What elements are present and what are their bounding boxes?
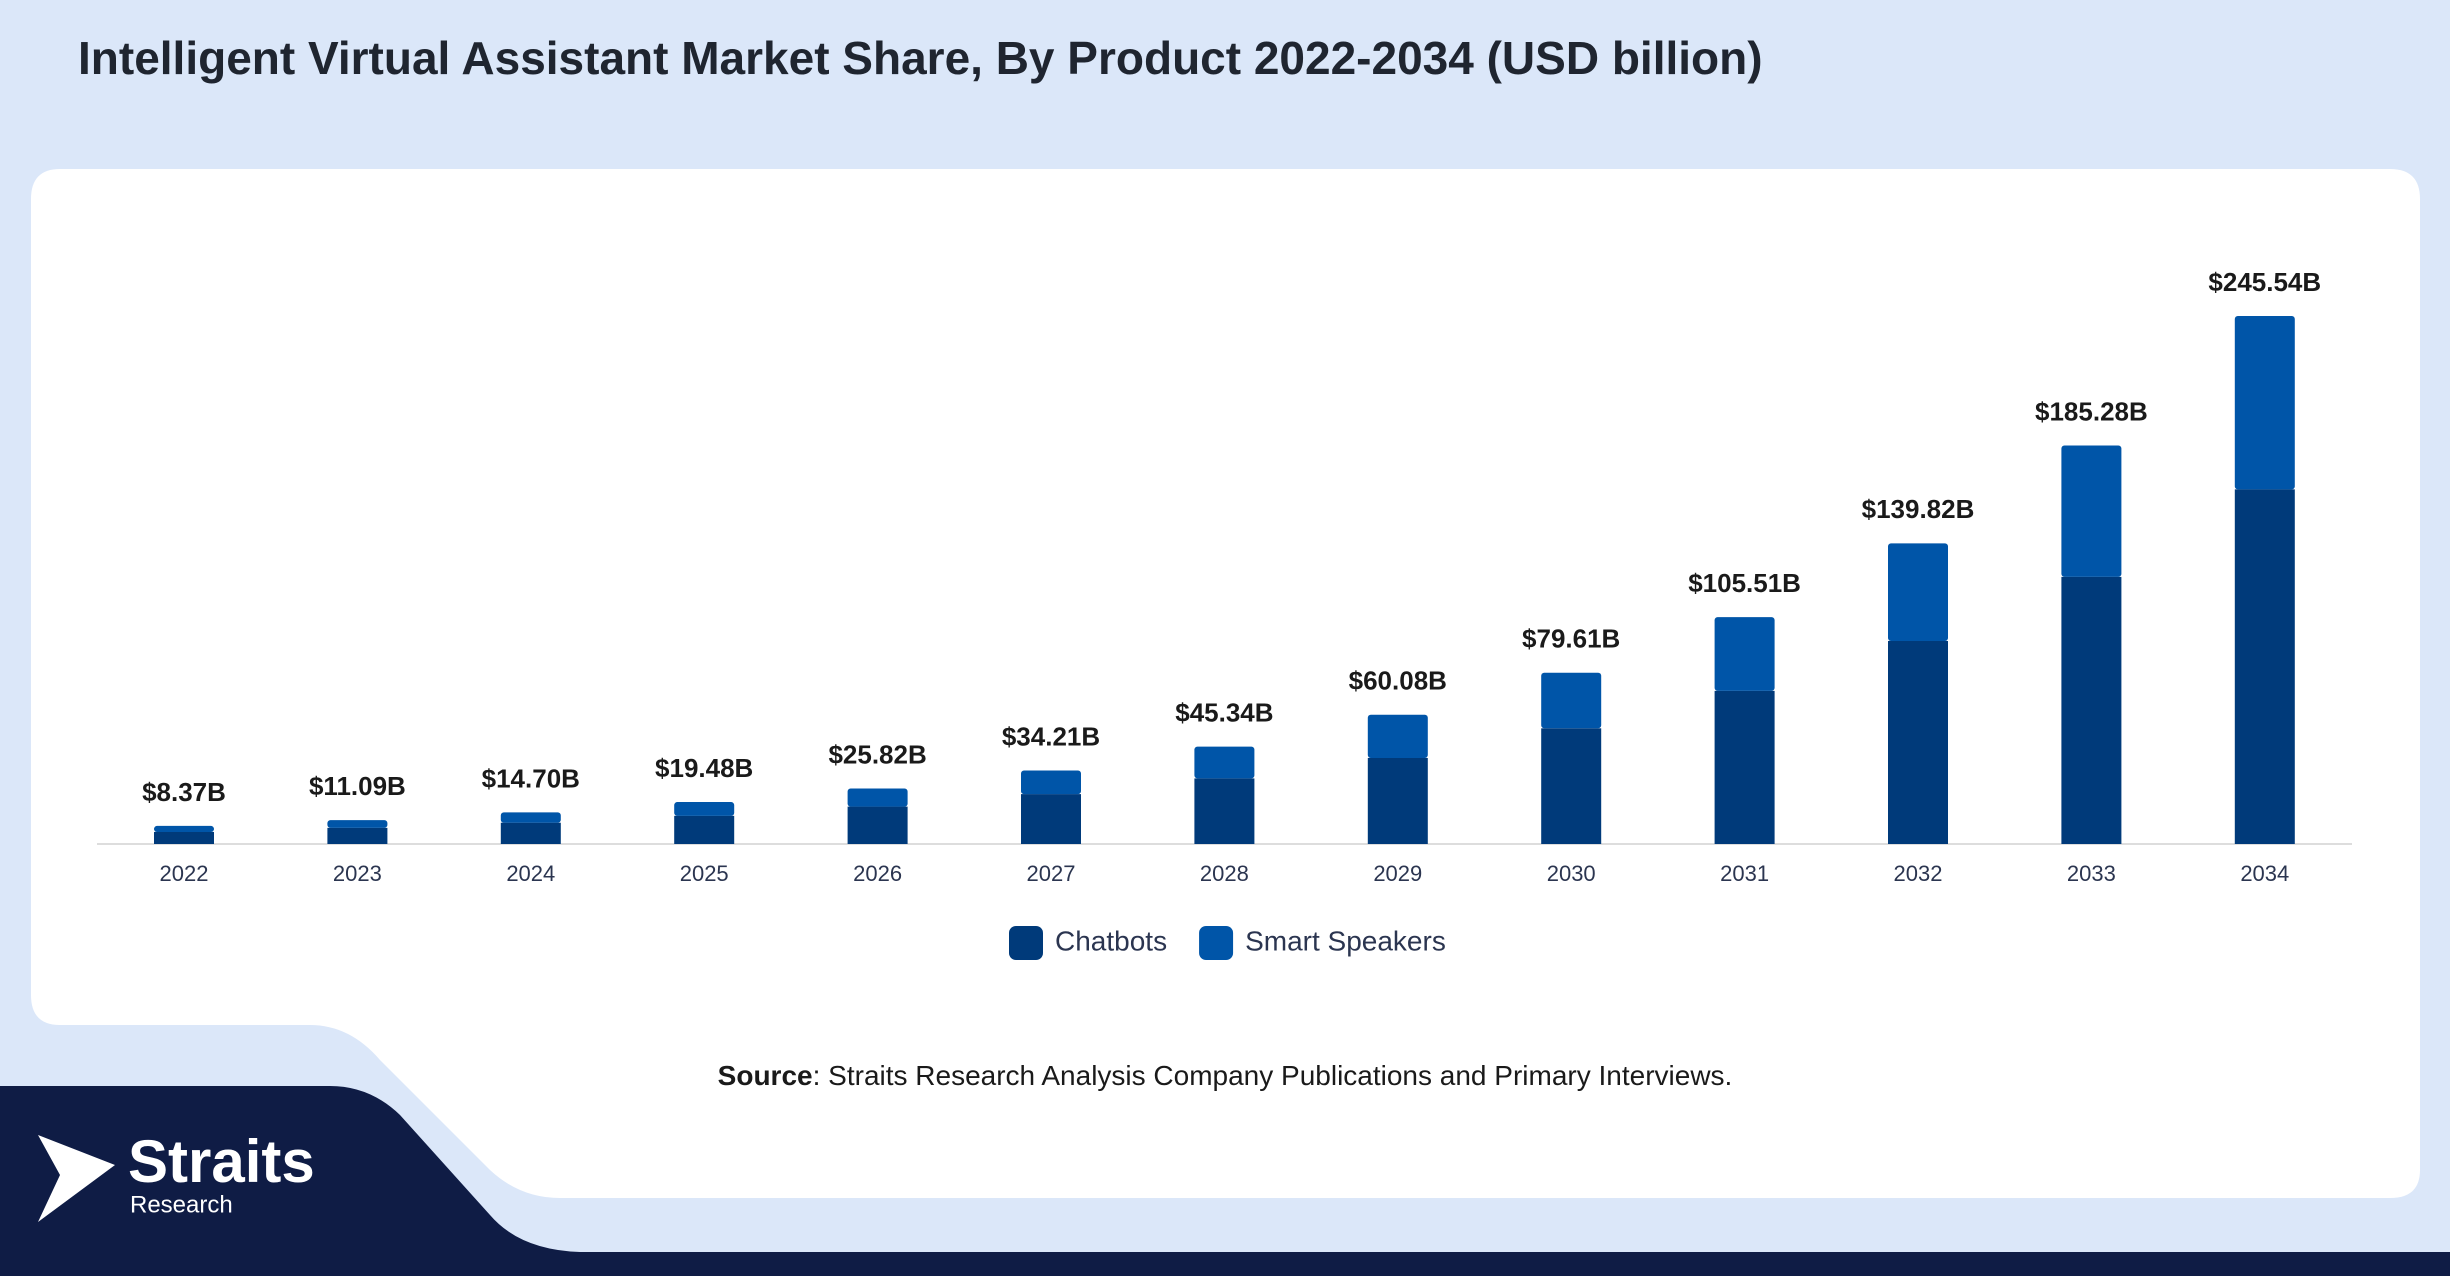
logo-mark (38, 1135, 115, 1222)
bar-segment (2234, 316, 2295, 490)
bar-segment (847, 788, 908, 807)
logo-name: Straits (128, 1128, 315, 1195)
total-label: $45.34B (1175, 697, 1273, 727)
bar-segment (2234, 489, 2295, 844)
bar-segment (1541, 728, 1602, 844)
bar-segment (1194, 746, 1255, 779)
logo-sub: Research (130, 1191, 233, 1218)
bar-segment (327, 827, 388, 844)
total-label: $79.61B (1522, 624, 1620, 654)
total-label: $14.70B (482, 763, 580, 793)
legend-swatch (1199, 926, 1234, 960)
x-tick-label: 2029 (1373, 861, 1422, 886)
legend-label: Smart Speakers (1245, 925, 1446, 956)
x-tick-label: 2031 (1720, 861, 1769, 886)
bar-segment (1714, 690, 1775, 844)
legend-label: Chatbots (1055, 925, 1167, 956)
total-label: $34.21B (1002, 721, 1100, 751)
bar-segment (500, 822, 561, 844)
total-label: $8.37B (142, 777, 226, 807)
bar-segment (1194, 778, 1255, 844)
bar-segment (2061, 445, 2122, 577)
x-tick-label: 2023 (333, 861, 382, 886)
bar-segment (1021, 794, 1081, 844)
x-tick-label: 2034 (2240, 861, 2289, 886)
bar-segment (1888, 640, 1948, 844)
x-tick-label: 2033 (2067, 861, 2116, 886)
total-label: $25.82B (828, 739, 926, 769)
total-label: $19.48B (655, 753, 753, 783)
bar-segment (1367, 714, 1428, 758)
total-label: $60.08B (1349, 666, 1447, 696)
bar-segment (674, 815, 735, 844)
x-tick-label: 2026 (853, 861, 902, 886)
bar-segment (154, 825, 214, 832)
bar-segment (2061, 576, 2122, 844)
bar-segment (500, 812, 561, 823)
total-label: $139.82B (1862, 494, 1975, 524)
bar-segment (1541, 672, 1602, 729)
source: Source: Straits Research Analysis Compan… (718, 1060, 1733, 1091)
x-tick-label: 2030 (1547, 861, 1596, 886)
source-label: Source (718, 1060, 813, 1091)
bar-segment (1714, 617, 1775, 691)
footer-band (0, 1086, 2450, 1276)
x-tick-label: 2027 (1027, 861, 1076, 886)
x-tick-label: 2022 (160, 861, 209, 886)
bar-segment (154, 831, 214, 844)
chart-title: Intelligent Virtual Assistant Market Sha… (78, 32, 1763, 84)
bar-segment (1021, 770, 1081, 795)
x-tick-label: 2032 (1894, 861, 1943, 886)
bar-segment (674, 802, 735, 816)
total-label: $245.54B (2208, 267, 2321, 297)
bar-segment (327, 820, 388, 828)
bar-segment (1367, 757, 1428, 844)
x-tick-label: 2028 (1200, 861, 1249, 886)
source-text: : Straits Research Analysis Company Publ… (813, 1060, 1733, 1091)
bar-segment (1888, 543, 1948, 641)
legend-swatch (1009, 926, 1043, 960)
bar-segment (847, 806, 908, 844)
card (31, 169, 2420, 1198)
x-tick-label: 2025 (680, 861, 729, 886)
total-label: $105.51B (1688, 568, 1801, 598)
total-label: $185.28B (2035, 396, 2148, 426)
x-tick-label: 2024 (506, 861, 555, 886)
total-label: $11.09B (309, 771, 406, 801)
